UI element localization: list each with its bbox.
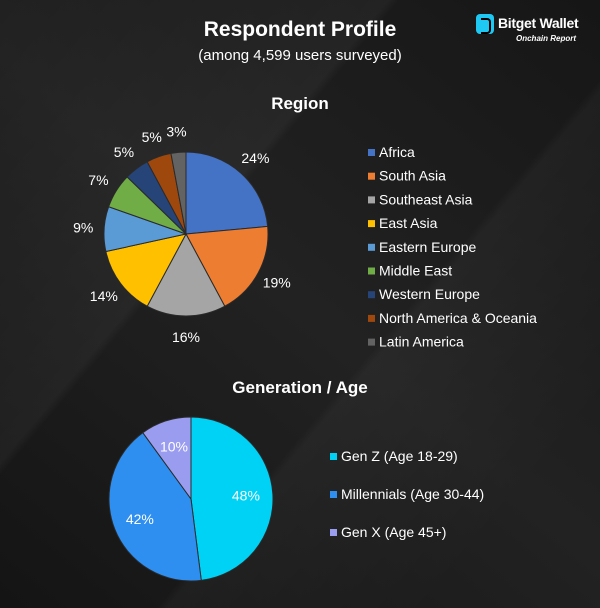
page-title: Respondent Profile <box>203 18 397 41</box>
generation-chart-title: Generation / Age <box>232 378 368 397</box>
pie-slice-south-asia <box>185 225 269 307</box>
brand-name: Bitget Wallet <box>498 15 579 31</box>
legend-swatch-southeast-asia <box>368 196 375 204</box>
legend-swatch-western-europe <box>368 291 375 299</box>
legend-entry-southeast-asia: Southeast Asia <box>379 191 473 207</box>
legend-entry-millennials-age-30-44: Millennials (Age 30-44) <box>341 486 484 502</box>
generation-pie-chart: 48% 42% 10% <box>108 416 274 582</box>
legend-swatch-africa <box>368 149 375 156</box>
legend-entry-africa: Africa <box>379 144 415 160</box>
legend-swatch-gen-z-age-18-29 <box>330 453 337 460</box>
legend-swatch-east-asia <box>368 220 375 228</box>
pie-slice-gen-z-age-18-29 <box>190 416 274 581</box>
data-label-east-asia: 14% <box>90 288 118 304</box>
brand-tagline: Onchain Report <box>516 34 577 43</box>
legend-swatch-middle-east <box>368 267 375 275</box>
bitget-logo-icon <box>476 14 494 34</box>
data-label-southeast-asia: 16% <box>172 329 200 345</box>
region-legend: Africa South Asia Southeast Asia East Asia E… <box>368 144 537 350</box>
data-label-western-europe: 5% <box>114 144 134 160</box>
generation-legend: Gen Z (Age 18-29) Millennials (Age 30-44)… <box>330 448 484 540</box>
pie-slice-east-asia <box>105 233 187 307</box>
legend-entry-east-asia: East Asia <box>379 215 438 231</box>
data-label-millennials-age-30-44: 42% <box>126 511 154 527</box>
data-label-middle-east: 7% <box>88 172 108 188</box>
data-label-gen-x-age-45: 10% <box>160 439 188 455</box>
legend-swatch-latin-america <box>368 338 375 346</box>
region-chart-title: Region <box>271 94 329 113</box>
legend-swatch-gen-x-age-45 <box>330 529 337 536</box>
data-label-gen-z-age-18-29: 48% <box>232 488 260 504</box>
data-label-latin-america: 3% <box>166 123 186 139</box>
pie-slice-gen-x-age-45 <box>142 416 192 501</box>
legend-swatch-north-america-oceania <box>368 314 375 322</box>
data-label-africa: 24% <box>241 150 269 166</box>
data-label-eastern-europe: 9% <box>73 220 93 236</box>
legend-swatch-millennials-age-30-44 <box>330 491 337 498</box>
data-label-south-asia: 19% <box>263 275 291 291</box>
legend-entry-western-europe: Western Europe <box>379 286 480 302</box>
legend-entry-gen-x-age-45: Gen X (Age 45+) <box>341 524 446 540</box>
legend-entry-eastern-europe: Eastern Europe <box>379 239 476 255</box>
pie-slice-millennials-age-30-44 <box>108 431 202 582</box>
data-label-north-america-oceania: 5% <box>142 129 162 145</box>
pie-slice-africa <box>185 151 269 235</box>
legend-entry-gen-z-age-18-29: Gen Z (Age 18-29) <box>341 448 458 464</box>
pie-slice-latin-america <box>170 151 187 235</box>
region-pie-chart: 24%19%16%14%9%7%5%5% 3% <box>73 123 291 345</box>
legend-entry-south-asia: South Asia <box>379 168 446 184</box>
legend-entry-north-america-oceania: North America & Oceania <box>379 310 537 326</box>
legend-entry-middle-east: Middle East <box>379 263 452 279</box>
pie-slice-southeast-asia <box>146 232 226 317</box>
brand-logo: Bitget Wallet Onchain Report <box>476 14 596 54</box>
legend-swatch-eastern-europe <box>368 243 375 251</box>
legend-swatch-south-asia <box>368 172 375 180</box>
legend-entry-latin-america: Latin America <box>379 334 464 350</box>
page-subtitle: (among 4,599 users surveyed) <box>198 47 402 64</box>
